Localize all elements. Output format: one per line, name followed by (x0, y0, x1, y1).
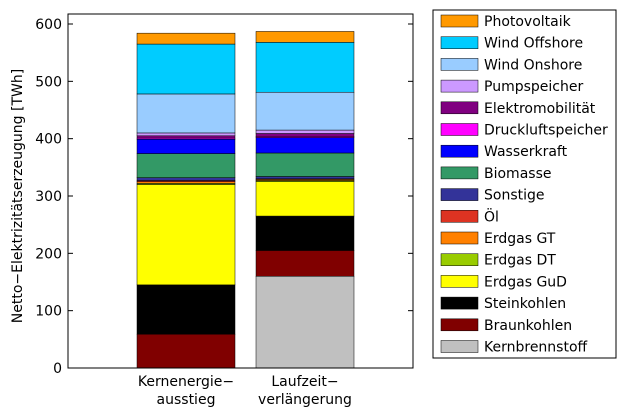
legend-label: Wind Onshore (484, 57, 582, 73)
legend-swatch (440, 296, 479, 310)
bar-segment (255, 31, 355, 43)
legend-swatch (440, 144, 479, 158)
legend-swatch (440, 123, 479, 136)
legend-label: Öl (484, 207, 499, 225)
legend-label: Erdgas GT (484, 231, 556, 247)
legend-swatch (440, 231, 479, 245)
y-tick-label: 300 (35, 189, 62, 205)
bar-segment (255, 42, 355, 93)
plot-frame (67, 13, 414, 369)
legend-label: Druckluftspeicher (484, 123, 608, 139)
x-tick-label: Kernenergie− ausstieg (137, 374, 235, 408)
bar-segment (255, 129, 355, 134)
x-tick-label: Laufzeit− verlängerung (258, 374, 352, 408)
legend-swatch (440, 79, 479, 93)
bar-segment (136, 284, 236, 335)
y-tick-label: 100 (35, 304, 62, 320)
legend-swatch (440, 58, 479, 71)
legend-swatch (440, 275, 479, 288)
bar-segment (255, 91, 355, 131)
bar-segment (136, 32, 236, 45)
legend-label: Wind Offshore (484, 36, 583, 52)
bar-segment (136, 153, 236, 178)
legend-label: Steinkohlen (484, 296, 566, 312)
legend-label: Wasserkraft (484, 144, 568, 160)
legend-label: Pumpspeicher (484, 79, 583, 95)
bar-segment (255, 181, 355, 217)
y-tick-label: 600 (35, 17, 62, 33)
bar-segment (255, 133, 355, 137)
legend-swatch (440, 188, 479, 201)
bar-segment (136, 184, 236, 286)
legend-swatch (440, 253, 479, 266)
legend-label: Photovoltaik (484, 14, 572, 30)
bar-segment (255, 176, 355, 180)
legend-label: Biomasse (484, 166, 551, 182)
legend-swatch (440, 166, 479, 180)
bar-segment (255, 152, 355, 177)
y-tick-label: 500 (35, 74, 62, 90)
legend-label: Erdgas DT (484, 253, 556, 269)
legend-swatch (440, 210, 479, 223)
legend-swatch (440, 14, 479, 28)
legend-swatch (440, 340, 479, 353)
bar-segment (255, 137, 355, 154)
legend-swatch (440, 36, 479, 49)
bar-segment (136, 132, 236, 137)
legend: Kernbrennstoff Braunkohlen Steinkohlen Erdg… (432, 9, 617, 359)
legend-swatch (440, 101, 479, 115)
bar-segment (136, 177, 236, 181)
legend-swatch (440, 318, 479, 332)
y-axis-label: Netto−Elektrizitätserzeugung [TWh] (10, 69, 26, 323)
legend-label: Erdgas GuD (484, 274, 567, 290)
y-tick-label: 200 (35, 246, 62, 262)
y-tick-label: 0 (53, 361, 62, 377)
bar-segment (255, 215, 355, 251)
bar-segment (136, 181, 236, 184)
bar-segment (136, 135, 236, 139)
legend-label: Braunkohlen (484, 318, 572, 334)
legend-label: Sonstige (484, 188, 545, 204)
bar-segment (255, 276, 355, 369)
y-tick-label: 400 (35, 132, 62, 148)
bar-segment (136, 43, 236, 95)
bar-segment (136, 333, 236, 369)
bar-segment (136, 93, 236, 134)
bar-segment (255, 250, 355, 277)
bar-segment (136, 138, 236, 154)
legend-label: Elektromobilität (484, 101, 596, 117)
legend-label: Kernbrennstoff (484, 340, 588, 356)
